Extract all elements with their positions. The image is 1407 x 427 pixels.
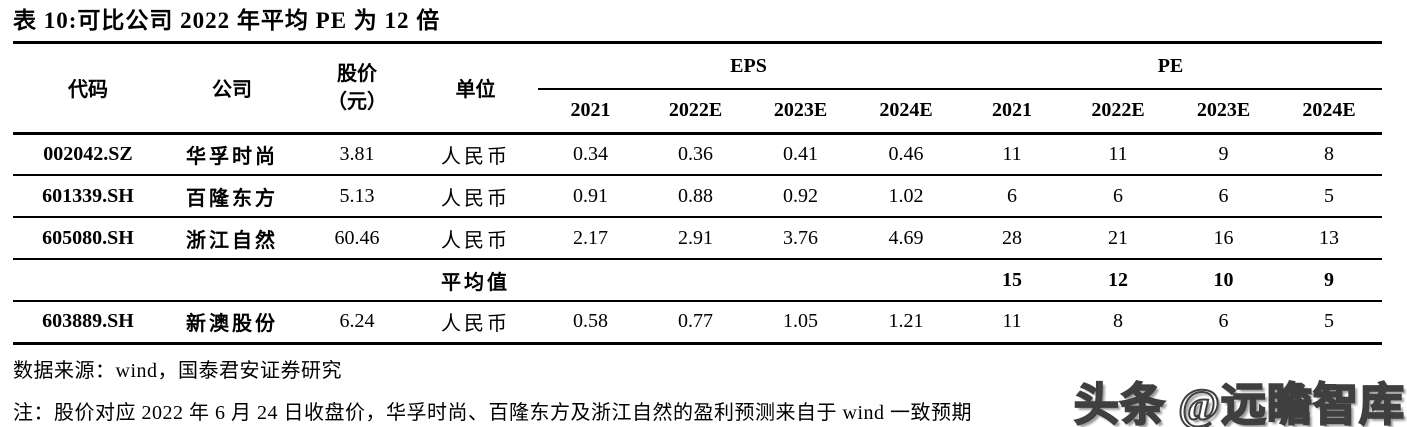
table-cell: 8 bbox=[1065, 301, 1171, 345]
column-header-eps-2024e: 2024E bbox=[853, 89, 959, 135]
table-cell: 0.77 bbox=[643, 301, 748, 345]
table-cell: 0.34 bbox=[538, 133, 643, 176]
table-cell: 0.91 bbox=[538, 175, 643, 218]
table-cell: 11 bbox=[1065, 133, 1171, 176]
table-cell: 0.41 bbox=[748, 133, 853, 176]
table-cell: 0.36 bbox=[643, 133, 748, 176]
table-body: 002042.SZ 华孚时尚 3.81 人民币 0.34 0.36 0.41 0.46 11 11… bbox=[13, 133, 1382, 345]
table-cell: 11 bbox=[959, 133, 1065, 176]
table-cell bbox=[538, 259, 643, 302]
watermark-text: 头条 @远瞻智库 bbox=[1073, 379, 1405, 427]
table-row: 002042.SZ 华孚时尚 3.81 人民币 0.34 0.36 0.41 0.46 11 11… bbox=[13, 133, 1382, 176]
table-cell: 人民币 bbox=[413, 175, 538, 218]
table-cell: 华孚时尚 bbox=[163, 133, 301, 176]
table-cell bbox=[748, 259, 853, 302]
table-cell: 6 bbox=[1065, 175, 1171, 218]
table-block: 表 10:可比公司 2022 年平均 PE 为 12 倍 代码 公司 股价 （元… bbox=[13, 0, 1382, 425]
price-header-line2: （元） bbox=[327, 90, 387, 113]
table-cell: 605080.SH bbox=[13, 217, 163, 260]
table-cell: 2.17 bbox=[538, 217, 643, 260]
table-cell: 6 bbox=[959, 175, 1065, 218]
table-cell: 1.05 bbox=[748, 301, 853, 345]
column-header-pe-2022e: 2022E bbox=[1065, 89, 1171, 135]
table-cell: 16 bbox=[1171, 217, 1276, 260]
column-header-price: 股价 （元） bbox=[301, 44, 413, 135]
table-cell: 6 bbox=[1171, 301, 1276, 345]
column-header-eps-2022e: 2022E bbox=[643, 89, 748, 135]
table-header: 代码 公司 股价 （元） 单位 EPS PE 2021 2022E 2023E … bbox=[13, 44, 1382, 135]
table-cell: 5.13 bbox=[301, 175, 413, 218]
column-header-eps-2023e: 2023E bbox=[748, 89, 853, 135]
table-cell: 3.76 bbox=[748, 217, 853, 260]
column-header-eps-2021: 2021 bbox=[538, 89, 643, 135]
table-cell bbox=[301, 259, 413, 302]
table-cell: 15 bbox=[959, 259, 1065, 302]
table-cell: 10 bbox=[1171, 259, 1276, 302]
column-header-pe-2023e: 2023E bbox=[1171, 89, 1276, 135]
table-cell: 8 bbox=[1276, 133, 1382, 176]
table-row: 601339.SH 百隆东方 5.13 人民币 0.91 0.88 0.92 1.02 6 6 6 5 bbox=[13, 175, 1382, 218]
table-cell: 百隆东方 bbox=[163, 175, 301, 218]
table-cell: 603889.SH bbox=[13, 301, 163, 345]
table-cell: 0.92 bbox=[748, 175, 853, 218]
column-header-pe-2021: 2021 bbox=[959, 89, 1065, 135]
table-cell: 9 bbox=[1171, 133, 1276, 176]
table-cell: 28 bbox=[959, 217, 1065, 260]
table-cell: 6 bbox=[1171, 175, 1276, 218]
table-cell: 1.21 bbox=[853, 301, 959, 345]
table-cell: 5 bbox=[1276, 175, 1382, 218]
column-header-company: 公司 bbox=[163, 44, 301, 135]
table-cell: 12 bbox=[1065, 259, 1171, 302]
table-cell: 5 bbox=[1276, 301, 1382, 345]
note-text: 注：股价对应 2022 年 6 月 24 日收盘价，华孚时尚、百隆东方及浙江自然… bbox=[13, 401, 972, 424]
table-cell bbox=[853, 259, 959, 302]
table-cell: 2.91 bbox=[643, 217, 748, 260]
table-cell: 6.24 bbox=[301, 301, 413, 345]
table-cell: 新澳股份 bbox=[163, 301, 301, 345]
column-header-unit: 单位 bbox=[413, 44, 538, 135]
column-header-pe-2024e: 2024E bbox=[1276, 89, 1382, 135]
table-cell: 002042.SZ bbox=[13, 133, 163, 176]
table-cell: 1.02 bbox=[853, 175, 959, 218]
group-header-pe: PE bbox=[959, 44, 1382, 90]
average-row: 平均值 15 12 10 9 bbox=[13, 259, 1382, 302]
table-cell: 人民币 bbox=[413, 217, 538, 260]
table-cell: 0.58 bbox=[538, 301, 643, 345]
price-header-line1: 股价 bbox=[337, 62, 377, 85]
table-cell: 11 bbox=[959, 301, 1065, 345]
year-header-row: 2021 2022E 2023E 2024E 2021 2022E 2023E … bbox=[13, 89, 1382, 135]
table-cell: 9 bbox=[1276, 259, 1382, 302]
table-cell: 21 bbox=[1065, 217, 1171, 260]
table-cell: 60.46 bbox=[301, 217, 413, 260]
table-cell: 601339.SH bbox=[13, 175, 163, 218]
table-cell: 平均值 bbox=[413, 259, 538, 302]
table-cell: 3.81 bbox=[301, 133, 413, 176]
table-cell: 人民币 bbox=[413, 133, 538, 176]
table-cell: 13 bbox=[1276, 217, 1382, 260]
group-header-eps: EPS bbox=[538, 44, 959, 90]
table-cell bbox=[13, 259, 163, 302]
table-cell bbox=[163, 259, 301, 302]
comparable-companies-table: 代码 公司 股价 （元） 单位 EPS PE 2021 2022E 2023E … bbox=[13, 44, 1382, 345]
table-cell bbox=[643, 259, 748, 302]
table-title: 表 10:可比公司 2022 年平均 PE 为 12 倍 bbox=[13, 0, 1382, 44]
table-cell: 4.69 bbox=[853, 217, 959, 260]
table-cell: 人民币 bbox=[413, 301, 538, 345]
table-row: 603889.SH 新澳股份 6.24 人民币 0.58 0.77 1.05 1.21 11 8 6… bbox=[13, 301, 1382, 345]
table-cell: 0.88 bbox=[643, 175, 748, 218]
table-row: 605080.SH 浙江自然 60.46 人民币 2.17 2.91 3.76 4.69 28 2… bbox=[13, 217, 1382, 260]
data-source-text: 数据来源：wind，国泰君安证券研究 bbox=[13, 359, 342, 382]
group-header-row: 代码 公司 股价 （元） 单位 EPS PE bbox=[13, 44, 1382, 135]
table-cell: 浙江自然 bbox=[163, 217, 301, 260]
table-cell: 0.46 bbox=[853, 133, 959, 176]
column-header-code: 代码 bbox=[13, 44, 163, 135]
